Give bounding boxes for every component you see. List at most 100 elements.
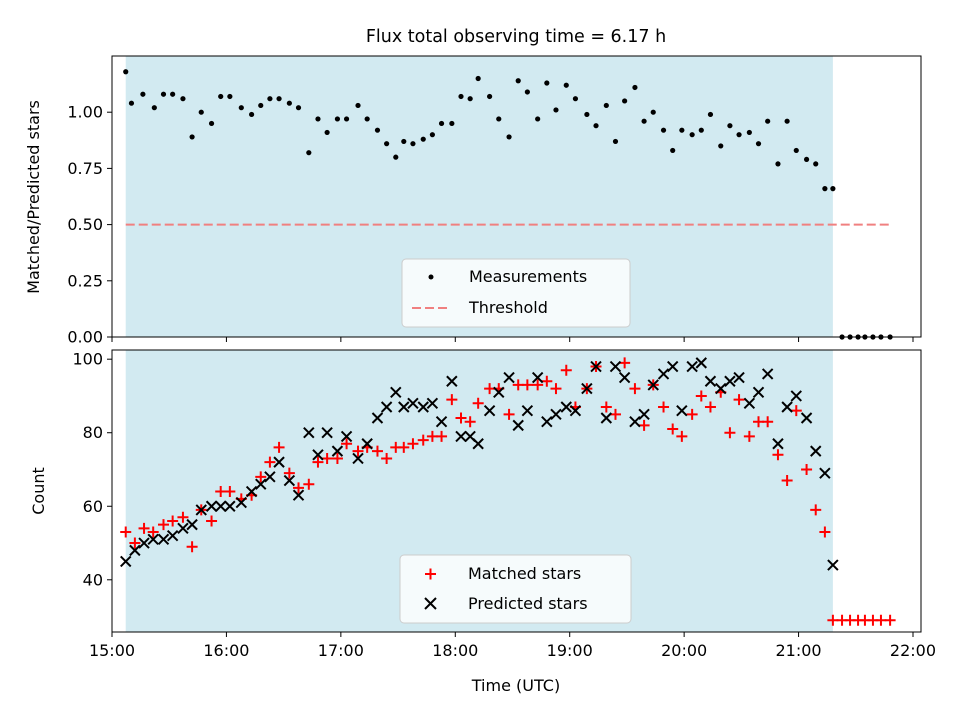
matched-star-marker [629,383,641,395]
count-legend: Matched stars Predicted stars [399,554,632,624]
matched-star-marker [224,486,236,498]
measurement-point [249,111,255,118]
time-x-ticks: 15:00 16:00 17:00 18:00 19:00 20:00 21:00 22:00 [89,632,936,660]
matched-star-marker [129,537,141,549]
predicted-star-marker [657,368,670,380]
predicted-star-marker [472,438,484,450]
predicted-star-marker [724,375,736,387]
measurement-point [180,96,186,102]
measurement-point [641,118,647,124]
predicted-star-marker [819,467,831,479]
measurement-point [718,143,724,149]
matched-star-marker [293,482,305,494]
predicted-star-marker [283,474,296,487]
x-axis-label: Time (UTC) [471,676,560,695]
matched-star-marker [255,471,267,483]
measurement-point [343,116,350,122]
predicted-star-marker [446,375,458,387]
predicted-star-marker [772,438,784,450]
measurement-point [170,91,176,97]
x-tick-label: 22:00 [890,641,936,660]
measurement-point [622,98,628,104]
x-tick-label: 17:00 [318,641,364,660]
measurement-point [123,69,129,75]
predicted-star-marker [618,371,631,384]
measurement-point [632,84,638,91]
measurement-point [227,93,233,100]
y-tick-label: 40 [83,570,103,589]
measurement-point [698,127,704,133]
measurement-point [603,102,609,109]
measurement-point [306,150,312,156]
measurement-point [151,105,157,111]
predicted-star-marker [455,430,467,443]
predicted-star-marker [245,485,258,498]
predicted-star-marker [303,427,315,439]
measurement-point [334,116,341,122]
count-legend-box [399,554,632,624]
matched-star-marker [167,515,179,527]
matched-star-marker [810,504,822,516]
measurement-point [535,116,541,122]
matched-star-marker [371,445,383,457]
matched-star-marker [686,408,698,420]
measurement-point [438,120,445,127]
predicted-star-marker [676,404,688,417]
measurement-point [813,161,819,167]
matched-star-marker [638,419,650,431]
measurement-point [544,80,550,86]
measurement-point [765,118,771,124]
y-tick-label: 60 [83,497,103,516]
predicted-star-marker [590,360,602,373]
y-tick-label: 0.50 [67,215,103,234]
count-y-label: Count [29,467,48,515]
measurement-point [401,138,407,145]
predicted-star-marker [380,401,393,413]
matched-star-marker [619,357,631,369]
matched-star-marker [436,430,448,442]
measurement-point [238,105,244,111]
predicted-star-marker [147,533,159,546]
matched-star-marker [884,614,896,626]
measurement-point [208,120,215,127]
measurement-point [487,93,493,100]
chart-title: Flux total observing time = 6.17 h [366,27,666,47]
measurement-point [295,105,302,111]
predicted-star-marker [205,500,218,512]
measurement-point [140,91,146,97]
measurement-point [276,96,282,102]
measurement-point [384,141,390,147]
matched-star-marker [303,478,315,490]
predicted-star-marker [493,386,505,398]
predicted-star-marker [255,478,267,490]
predicted-star-marker [531,371,544,384]
predicted-star-marker [214,500,227,512]
x-tick-label: 16:00 [203,641,249,660]
predicted-star-marker [666,360,679,373]
matched-star-marker [206,515,218,527]
predicted-star-marker [550,408,562,421]
predicted-star-marker [581,382,593,395]
predicted-star-marker [483,404,496,417]
matched-star-marker [177,511,189,523]
matched-star-marker [600,401,612,413]
matched-star-marker [472,397,484,409]
measurement-point [286,100,292,106]
predicted-star-marker [371,412,384,424]
legend-label-matched: Matched stars [468,564,581,583]
predicted-star-marker [312,449,324,461]
predicted-star-marker [800,412,813,424]
measurement-point [315,116,321,122]
predicted-star-marker [503,371,515,384]
matched-star-marker [120,526,132,538]
predicted-star-marker [417,401,429,413]
x-tick-label: 18:00 [432,641,478,660]
legend-marker-measurements [428,274,434,280]
predicted-star-marker [321,427,333,439]
measurement-point [650,109,656,115]
measurement-point [267,96,273,102]
x-tick-label: 20:00 [661,641,707,660]
measurement-point [746,129,752,136]
measurement-point [736,132,742,138]
